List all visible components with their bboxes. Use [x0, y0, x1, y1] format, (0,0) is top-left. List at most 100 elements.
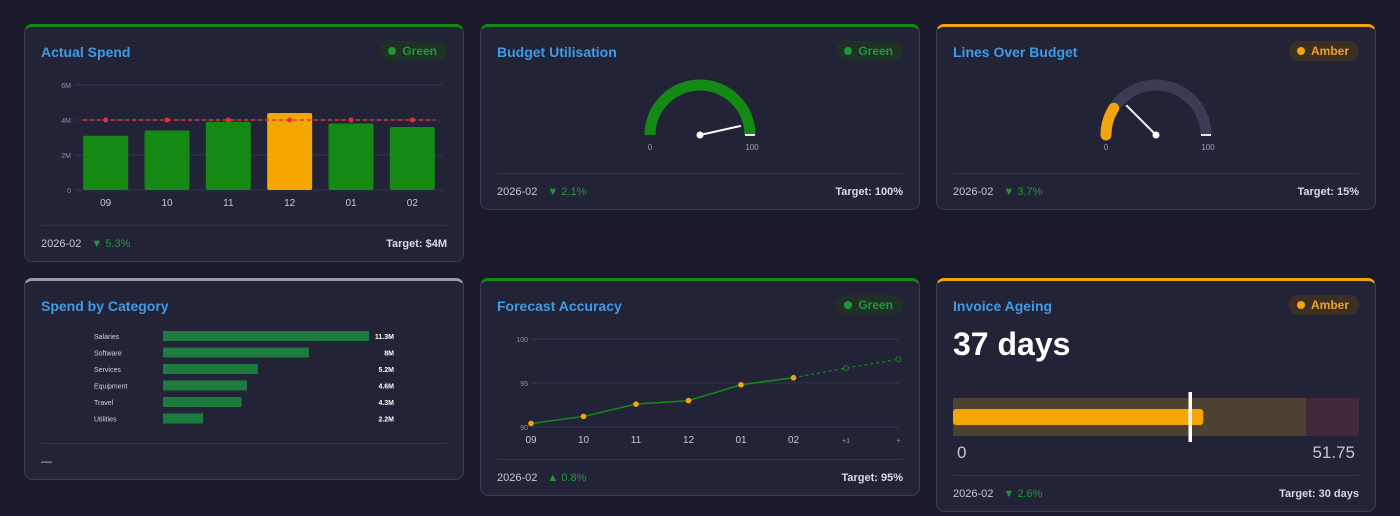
gauge-max-label: 100 — [745, 143, 759, 152]
category-bar — [163, 347, 309, 358]
period-label: 2026-02 — [953, 487, 994, 500]
category-value-label: 11.3M — [375, 334, 394, 341]
actual-spend-chart: 0 2M 4M 6M 09 10 11 12 01 02 — [61, 83, 443, 209]
data-point — [580, 413, 587, 420]
x-tick-label: 11 — [223, 198, 234, 209]
forecast-point — [843, 365, 849, 372]
card-title: Budget Utilisation — [497, 44, 617, 60]
gauge-min-label: 0 — [1104, 143, 1109, 152]
y-tick-label: 0 — [67, 188, 71, 195]
forecast-point — [895, 356, 902, 363]
target-label: Target: 15% — [1297, 185, 1359, 198]
bar — [205, 121, 251, 190]
gauge-fill — [1100, 102, 1120, 141]
gauge-fill — [644, 79, 756, 136]
gauge-needle — [1125, 104, 1157, 136]
invoice-ageing-bullet: 0 51.75 — [953, 392, 1359, 462]
card-title: Forecast Accuracy — [497, 298, 622, 314]
category-value-label: 4.6M — [378, 384, 394, 391]
bar — [389, 127, 435, 190]
target-label: Target: 100% — [835, 185, 903, 198]
x-tick-label: 01 — [345, 198, 357, 209]
category-value-label: 8M — [384, 351, 394, 358]
lines-over-budget-gauge: 0 100 — [1100, 79, 1215, 152]
x-tick-label: 09 — [100, 198, 112, 209]
x-tick-label: 10 — [578, 435, 590, 446]
y-tick-label: 2M — [61, 153, 71, 160]
card-footer: 2026-02 ▼ 3.7% Target: 15% — [953, 173, 1359, 209]
gauge-needle-hub — [696, 131, 704, 139]
y-tick-label: 100 — [516, 337, 528, 344]
card-actual-spend: Actual Spend Green 0 2M 4M 6M 09 10 11 12 01 02 2… — [24, 24, 464, 262]
x-tick-label: 01 — [735, 435, 747, 446]
category-label: Utilities — [94, 417, 117, 424]
card-footer: 2026-02 ▲ 0.8% Target: 95% — [497, 459, 903, 495]
target-point — [164, 117, 170, 123]
category-label: Salaries — [94, 334, 120, 341]
category-bar — [163, 331, 369, 341]
delta-label: ▼ 3.7% — [1003, 185, 1043, 198]
spend-by-category-chart: Salaries 11.3M Software 8M Services 5.2M Equip… — [94, 331, 394, 424]
card-footer: 2026-02 ▼ 2.1% Target: 100% — [497, 173, 903, 209]
bullet-min-label: 0 — [957, 443, 966, 462]
bullet-band-high — [1306, 398, 1359, 436]
target-label: Target: $4M — [386, 237, 447, 250]
x-tick-label: 12 — [284, 198, 296, 209]
card-title: Spend by Category — [41, 298, 169, 314]
gauge-min-label: 0 — [648, 143, 653, 152]
bar — [144, 130, 190, 190]
target-label: Target: 95% — [841, 471, 903, 484]
category-label: Equipment — [94, 384, 128, 391]
status-badge: Amber — [1288, 41, 1359, 61]
period-label: 2026-02 — [41, 237, 82, 250]
data-point — [528, 420, 534, 427]
category-bar — [163, 380, 247, 391]
series-line — [530, 376, 794, 425]
category-bar — [163, 397, 242, 407]
target-point — [409, 117, 415, 123]
status-badge: Green — [836, 295, 903, 315]
delta-label: ▼ 2.6% — [1003, 487, 1043, 500]
bullet-max-label: 51.75 — [1312, 443, 1355, 462]
forecast-accuracy-chart: 90 95 100 09 10 11 12 01 02 +1 + — [516, 337, 902, 446]
card-title: Actual Spend — [41, 44, 131, 60]
card-lines-over-budget: Lines Over Budget Amber 0 100 2026-02 ▼ 3… — [936, 24, 1376, 210]
category-bar — [163, 364, 258, 374]
status-label: Green — [402, 44, 437, 58]
data-point — [633, 401, 639, 407]
delta-label: ▲ 0.8% — [547, 471, 587, 484]
data-point — [685, 397, 692, 404]
status-dot-icon — [388, 47, 397, 55]
bullet-target-marker — [1188, 392, 1192, 442]
card-budget-utilisation: Budget Utilisation Green 0 100 2026-02 ▼ … — [480, 24, 920, 210]
card-footer: 2026-02 ▼ 5.3% Target: $4M — [41, 225, 447, 261]
card-forecast-accuracy: Forecast Accuracy Green 90 95 100 09 10 11 12 0… — [480, 278, 920, 496]
x-tick-label: +1 — [842, 438, 850, 445]
category-value-label: 5.2M — [378, 367, 394, 374]
y-tick-label: 6M — [61, 83, 71, 90]
status-dot-icon — [1296, 301, 1305, 309]
bar — [267, 113, 313, 190]
card-footer: — — [41, 443, 447, 479]
bullet-value-bar — [953, 409, 1204, 425]
status-label: Amber — [1310, 44, 1349, 58]
bar — [83, 135, 129, 190]
bar — [328, 123, 374, 190]
x-tick-label: 12 — [683, 435, 695, 446]
y-tick-label: 4M — [61, 118, 71, 125]
card-spend-by-category: Spend by Category Salaries 11.3M Software 8… — [24, 278, 464, 480]
budget-utilisation-gauge: 0 100 — [644, 79, 759, 152]
x-tick-label: 02 — [788, 435, 800, 446]
status-dot-icon — [844, 47, 853, 55]
status-dot-icon — [1296, 47, 1305, 55]
status-label: Green — [858, 44, 893, 58]
target-point — [287, 117, 293, 123]
card-title: Lines Over Budget — [953, 44, 1078, 60]
status-badge: Green — [380, 41, 447, 61]
x-tick-label: 02 — [407, 198, 419, 209]
gauge-needle — [699, 124, 742, 136]
card-footer: 2026-02 ▼ 2.6% Target: 30 days — [953, 475, 1359, 511]
x-tick-label: 10 — [161, 198, 173, 209]
category-bar — [163, 413, 204, 424]
status-badge: Amber — [1288, 295, 1359, 315]
